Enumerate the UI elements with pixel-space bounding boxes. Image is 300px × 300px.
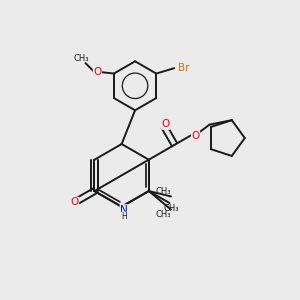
Text: O: O xyxy=(162,119,170,129)
Text: O: O xyxy=(191,131,200,141)
Text: H: H xyxy=(121,212,127,221)
Text: CH₃: CH₃ xyxy=(73,54,89,63)
Text: CH₃: CH₃ xyxy=(156,188,171,196)
Text: O: O xyxy=(70,197,79,207)
Text: CH₃: CH₃ xyxy=(163,204,179,213)
Text: N: N xyxy=(120,205,128,215)
Text: CH₃: CH₃ xyxy=(156,210,171,219)
Text: Br: Br xyxy=(178,63,190,73)
Text: O: O xyxy=(93,67,102,77)
